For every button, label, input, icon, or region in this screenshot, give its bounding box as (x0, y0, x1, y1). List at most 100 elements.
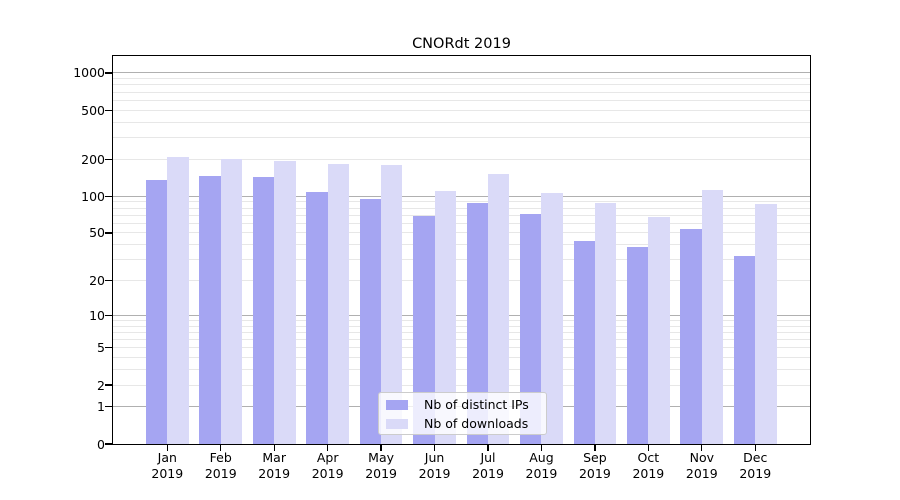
x-tick-label-jan: Jan 2019 (136, 450, 198, 481)
y-tick-50 (105, 232, 112, 234)
chart-title: CNORdt 2019 (412, 36, 511, 52)
x-tick-label-year: 2019 (472, 465, 504, 481)
x-tick-label-month: Jul (480, 450, 496, 465)
legend: Nb of distinct IPs Nb of downloads (378, 392, 547, 435)
gridline-900 (113, 78, 810, 80)
x-tick-may (380, 445, 382, 451)
x-tick-label-year: 2019 (525, 465, 558, 481)
bar-downloads-jul (488, 173, 510, 444)
x-tick-label-oct: Oct 2019 (617, 450, 679, 481)
gridline-400 (113, 121, 810, 123)
y-tick-10 (105, 314, 112, 316)
x-tick-label-year: 2019 (151, 465, 184, 481)
legend-label-downloads: Nb of downloads (424, 416, 529, 431)
gridline-5 (113, 347, 810, 349)
x-tick-label-year: 2019 (632, 465, 665, 481)
gridline-3 (113, 369, 810, 371)
bar-downloads-mar (274, 160, 296, 444)
x-tick-label-year: 2019 (418, 465, 451, 481)
bar-downloads-nov (701, 190, 724, 444)
gridline-600 (113, 99, 810, 101)
x-tick-oct (647, 445, 649, 451)
x-tick-aug (540, 445, 543, 451)
bar-distinct-ips-jan (145, 180, 168, 444)
y-tick-1000 (105, 72, 112, 74)
gridline-6 (113, 339, 810, 340)
y-tick-0 (105, 443, 112, 445)
x-tick-label-apr: Apr 2019 (297, 450, 359, 481)
y-tick-label-0: 0 (97, 436, 105, 452)
bar-downloads-may (381, 164, 403, 444)
y-tick-5 (105, 347, 112, 349)
legend-label-distinct-ips: Nb of distinct IPs (424, 397, 529, 412)
legend-row-distinct-ips: Nb of distinct IPs (379, 395, 546, 415)
y-tick-label-2: 2 (97, 377, 105, 393)
gridline-100 (113, 195, 810, 197)
x-tick-label-jul: Jul 2019 (457, 450, 519, 481)
gridline-8 (113, 325, 810, 327)
x-tick-label-jun: Jun 2019 (404, 450, 466, 481)
y-tick-label-10: 10 (89, 307, 105, 323)
x-tick-label-month: Oct (637, 450, 660, 465)
bar-distinct-ips-dec (733, 256, 756, 444)
x-tick-label-year: 2019 (311, 465, 344, 481)
gridline-40 (113, 244, 810, 246)
bar-downloads-aug (541, 192, 563, 444)
x-tick-label-month: Dec (743, 450, 768, 465)
x-tick-jul (487, 445, 489, 451)
bar-distinct-ips-feb (199, 175, 221, 444)
x-tick-jan (166, 445, 168, 451)
x-tick-sep (594, 445, 596, 451)
bar-distinct-ips-apr (306, 192, 328, 444)
bar-downloads-apr (327, 163, 350, 444)
y-tick-label-200: 200 (81, 151, 105, 167)
y-tick-label-100: 100 (81, 188, 105, 204)
bar-distinct-ips-aug (520, 214, 542, 444)
bar-distinct-ips-sep (573, 240, 595, 444)
gridline-80 (113, 207, 810, 209)
x-tick-label-sep: Sep 2019 (564, 450, 626, 481)
y-tick-2 (105, 384, 112, 386)
legend-swatch-distinct-ips (386, 400, 408, 410)
x-tick-label-year: 2019 (258, 465, 291, 481)
x-tick-label-mar: Mar 2019 (243, 450, 305, 481)
bar-downloads-jan (167, 157, 189, 444)
legend-swatch-downloads (386, 419, 408, 429)
gridline-7 (113, 331, 810, 333)
gridline-800 (113, 84, 810, 86)
y-tick-100 (105, 195, 112, 197)
y-tick-label-1000: 1000 (73, 65, 105, 81)
bar-downloads-sep (594, 202, 617, 444)
x-tick-nov (701, 445, 703, 451)
x-tick-label-month: Apr (316, 450, 339, 465)
x-tick-label-may: May 2019 (350, 450, 412, 481)
y-tick-200 (105, 158, 112, 160)
bar-distinct-ips-may (359, 199, 382, 444)
x-tick-label-dec: Dec 2019 (724, 450, 786, 481)
x-tick-label-year: 2019 (739, 465, 772, 481)
x-tick-dec (754, 445, 756, 451)
x-tick-apr (327, 445, 329, 451)
x-tick-label-feb: Feb 2019 (190, 450, 252, 481)
x-tick-jun (433, 445, 436, 451)
gridline-300 (113, 137, 810, 139)
x-tick-label-month: May (368, 450, 395, 465)
bar-downloads-feb (220, 159, 243, 444)
y-tick-label-500: 500 (81, 102, 105, 118)
x-tick-mar (273, 445, 275, 451)
x-tick-label-year: 2019 (365, 465, 397, 481)
bar-downloads-jun (434, 190, 456, 444)
gridline-90 (113, 201, 810, 203)
x-tick-label-year: 2019 (578, 465, 611, 481)
bar-downloads-oct (648, 216, 670, 444)
x-tick-label-month: Jan (157, 450, 177, 465)
bar-distinct-ips-oct (626, 247, 649, 444)
gridline-70 (113, 214, 810, 216)
gridline-700 (113, 91, 810, 93)
bar-distinct-ips-nov (680, 228, 702, 444)
legend-row-downloads: Nb of downloads (379, 414, 546, 434)
gridline-10 (113, 314, 810, 316)
bar-distinct-ips-jul (466, 202, 488, 444)
x-tick-feb (220, 445, 222, 451)
